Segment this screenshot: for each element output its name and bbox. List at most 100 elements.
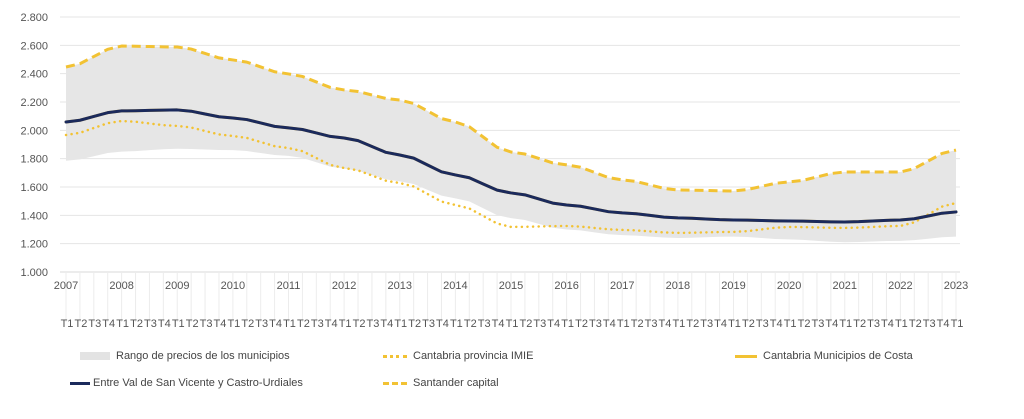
quarter-label: T1 [951,318,964,330]
quarter-label: T4 [547,318,560,330]
year-label: 2020 [777,280,801,292]
year-label: 2015 [499,280,523,292]
quarter-label: T3 [867,318,880,330]
quarter-label: T3 [200,318,213,330]
quarter-label: T4 [937,318,950,330]
quarter-label: T4 [825,318,838,330]
year-label: 2008 [109,280,133,292]
year-label: 2014 [443,280,467,292]
quarter-label: T3 [255,318,268,330]
year-label: 2019 [721,280,745,292]
quarter-label: T3 [756,318,769,330]
year-label: 2013 [388,280,412,292]
y-tick-label: 2.400 [20,69,48,81]
series-line-santander-capital [65,44,957,193]
quarter-label: T4 [325,318,338,330]
quarter-label: T1 [728,318,741,330]
year-label: 2021 [833,280,857,292]
quarter-label: T2 [742,318,755,330]
quarter-label: T3 [144,318,157,330]
quarter-label: T3 [533,318,546,330]
quarter-label: T1 [172,318,185,330]
quarter-label: T4 [770,318,783,330]
y-tick-label: 1.800 [20,154,48,166]
year-label: 2009 [165,280,189,292]
quarter-label: T2 [130,318,143,330]
quarter-label: T2 [464,318,477,330]
quarter-label: T4 [714,318,727,330]
quarter-label: T2 [186,318,199,330]
quarter-label: T1 [394,318,407,330]
quarter-label: T1 [839,318,852,330]
series-line-cantabria-provincia-imie [64,119,958,235]
series-line-entre-val-de-san-vicente-y-castro-urdiales [64,108,958,224]
quarter-label: T2 [519,318,532,330]
year-label: 2007 [54,280,78,292]
quarter-label: T2 [853,318,866,330]
y-axis: 1.000 1.200 1.400 1.600 1.800 2.000 2.200 2.400… [20,12,48,279]
quarter-label: T3 [923,318,936,330]
quarter-label: T2 [241,318,254,330]
y-tick-label: 1.600 [20,182,48,194]
quarter-label: T2 [353,318,366,330]
quarter-label: T3 [422,318,435,330]
range-area [66,46,956,243]
quarter-label: T3 [88,318,101,330]
quarter-label: T2 [686,318,699,330]
year-label: 2023 [944,280,968,292]
year-label: 2011 [277,280,301,292]
quarter-label: T4 [380,318,393,330]
y-tick-label: 2.800 [20,12,48,24]
series-lines [64,44,958,235]
quarter-label: T2 [631,318,644,330]
quarter-label: T4 [102,318,115,330]
quarter-label: T2 [74,318,87,330]
quarter-label: T1 [561,318,574,330]
quarter-label: T1 [784,318,797,330]
year-label: 2010 [221,280,245,292]
quarter-label: T1 [116,318,129,330]
quarter-label: T3 [367,318,380,330]
quarter-label: T3 [589,318,602,330]
year-label: 2022 [888,280,912,292]
quarter-label: T3 [645,318,658,330]
y-tick-label: 1.200 [20,239,48,251]
quarter-label: T2 [408,318,421,330]
quarter-label: T3 [478,318,491,330]
quarter-label: T4 [436,318,449,330]
quarter-label: T3 [700,318,713,330]
quarter-label: T4 [269,318,282,330]
quarter-label: T4 [603,318,616,330]
quarter-label: T1 [61,318,74,330]
year-label: 2017 [610,280,634,292]
y-tick-label: 2.200 [20,97,48,109]
quarter-label: T4 [659,318,672,330]
quarter-label: T1 [339,318,352,330]
quarter-label: T1 [227,318,240,330]
y-tick-label: 2.000 [20,125,48,137]
quarter-label: T1 [506,318,519,330]
quarter-label: T1 [283,318,296,330]
quarter-label: T1 [895,318,908,330]
quarter-label: T3 [812,318,825,330]
quarter-label: T1 [450,318,463,330]
x-axis: T1 T2 T3 T4 T1 T2 T3 T4 T1 T2 T3 T4 T1 T2 T3 T4 T1 T2 T3 T4… [54,271,968,330]
quarter-label: T1 [617,318,630,330]
price-range-area [66,46,956,243]
quarter-label: T4 [492,318,505,330]
y-tick-label: 2.600 [20,40,48,52]
year-label: 2016 [554,280,578,292]
quarter-label: T2 [575,318,588,330]
quarter-label: T1 [672,318,685,330]
quarter-label: T2 [798,318,811,330]
quarter-label: T2 [909,318,922,330]
year-label: 2012 [332,280,356,292]
quarter-label: T4 [881,318,894,330]
quarter-label: T2 [297,318,310,330]
y-tick-label: 1.000 [20,267,48,279]
y-tick-label: 1.400 [20,210,48,222]
year-label: 2018 [666,280,690,292]
quarter-label: T4 [158,318,171,330]
quarter-label: T4 [214,318,227,330]
